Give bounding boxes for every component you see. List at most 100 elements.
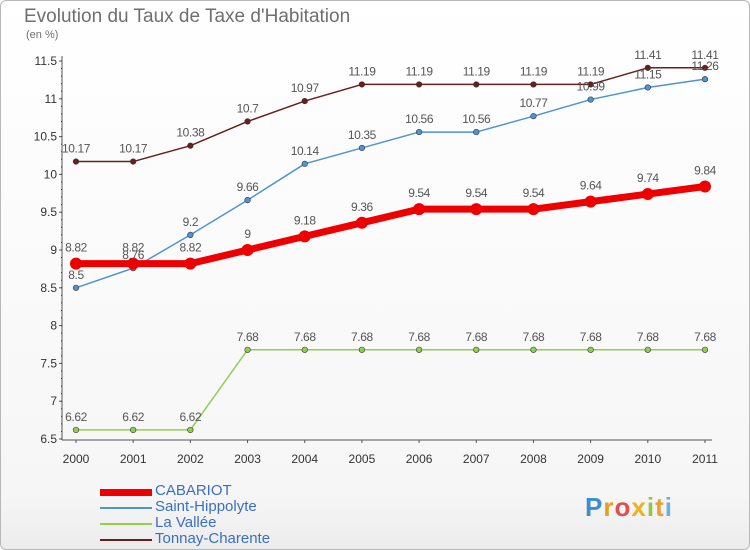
data-label: 8.76 (122, 248, 144, 262)
y-tick-label: 10.5 (34, 130, 58, 144)
data-label: 10.14 (291, 144, 320, 158)
data-label: 10.17 (62, 142, 91, 156)
series-line (75, 67, 706, 163)
legend-swatch (100, 539, 152, 541)
data-label: 9.74 (637, 171, 659, 185)
x-tick-label: 2006 (406, 452, 433, 466)
data-label: 10.56 (405, 112, 434, 126)
data-point (72, 284, 80, 291)
data-point (187, 231, 194, 238)
data-label: 11.41 (634, 48, 662, 62)
data-label: 9.66 (237, 180, 259, 194)
data-label: 9.84 (694, 163, 716, 177)
x-tick-label: 2010 (634, 452, 661, 466)
data-label: 8.82 (179, 241, 201, 255)
data-label: 9.36 (351, 200, 373, 214)
series-line (75, 78, 706, 289)
legend-item: Saint-Hippolyte (100, 498, 360, 516)
x-tick-label: 2002 (177, 452, 204, 466)
data-label: 11.19 (577, 64, 605, 78)
data-label: 7.68 (580, 330, 602, 344)
data-point (473, 346, 480, 353)
data-label: 6.62 (65, 410, 87, 424)
data-label: 9.18 (294, 213, 316, 227)
data-point (70, 257, 82, 270)
y-tick-label: 9.5 (40, 205, 57, 219)
data-point (241, 244, 254, 256)
x-tick-label: 2001 (120, 452, 147, 466)
legend-item: La Vallée (100, 514, 360, 532)
data-label: 7.68 (237, 330, 259, 344)
data-point (530, 346, 537, 353)
data-point (244, 197, 251, 204)
data-label: 9.54 (465, 186, 487, 200)
data-label: 7.68 (294, 330, 316, 344)
data-point (127, 257, 140, 270)
data-point (244, 346, 251, 353)
data-label: 7.68 (694, 330, 716, 344)
data-point (187, 426, 194, 434)
y-tick-label: 8 (50, 319, 57, 333)
data-point (701, 64, 709, 71)
chart-title: Evolution du Taux de Taxe d'Habitation (24, 6, 351, 27)
data-label: 11.19 (520, 64, 548, 78)
data-point (701, 346, 709, 353)
data-point (641, 188, 654, 201)
data-label: 10.77 (519, 96, 548, 110)
chart-subtitle: (en %) (26, 29, 59, 41)
series-line (75, 349, 706, 431)
data-point (413, 203, 426, 216)
legend-label: La Vallée (155, 514, 217, 531)
x-tick-label: 2000 (63, 452, 90, 466)
data-point (72, 426, 80, 434)
data-label: 9.2 (183, 215, 199, 229)
data-label: 11.19 (348, 64, 376, 78)
data-point (584, 195, 597, 208)
data-point (301, 97, 308, 105)
data-label: 11.19 (463, 64, 491, 78)
data-point (587, 81, 594, 88)
data-point (358, 144, 366, 152)
data-point (301, 160, 308, 167)
data-point (415, 81, 423, 88)
data-label: 7.68 (523, 330, 545, 344)
legend-label: CABARIOT (155, 482, 232, 499)
data-label: 7.68 (465, 330, 487, 344)
data-label: 9.54 (523, 186, 545, 200)
series-line (72, 182, 709, 268)
data-point (587, 346, 594, 353)
data-point (358, 81, 366, 88)
y-tick-label: 6.5 (40, 432, 57, 446)
data-point (527, 203, 540, 216)
data-label: 8.5 (68, 268, 84, 282)
data-label: 8.82 (122, 241, 144, 255)
data-point (470, 203, 483, 216)
y-tick-label: 9 (50, 243, 57, 257)
data-label: 11.19 (406, 64, 434, 78)
proxiti-logo: Proxiti (585, 492, 673, 522)
x-tick-label: 2008 (520, 452, 547, 466)
data-point (301, 346, 308, 353)
data-label: 7.68 (408, 330, 430, 344)
data-point (644, 64, 651, 71)
y-tick-label: 8.5 (40, 281, 57, 295)
x-tick-label: 2004 (291, 452, 318, 466)
x-tick-label: 2009 (577, 452, 604, 466)
data-label: 10.7 (237, 101, 259, 115)
data-label: 10.17 (119, 142, 148, 156)
data-label: 11.41 (691, 48, 719, 62)
legend-swatch (100, 488, 152, 496)
chart-series (70, 64, 711, 434)
chart-data-labels: 10.17 10.17 10.38 10.7 10.97 11.19 11.19 11.19 1… (62, 48, 720, 424)
legend-item: CABARIOT (100, 482, 360, 500)
data-point (415, 346, 423, 353)
data-label: 7.68 (351, 330, 373, 344)
data-point (530, 113, 537, 120)
data-label: 10.35 (348, 128, 377, 142)
data-point (244, 118, 251, 125)
y-tick-label: 11.5 (35, 54, 58, 68)
y-tick-label: 7.5 (40, 356, 57, 370)
data-label: 9 (244, 227, 251, 241)
data-point (358, 346, 366, 353)
